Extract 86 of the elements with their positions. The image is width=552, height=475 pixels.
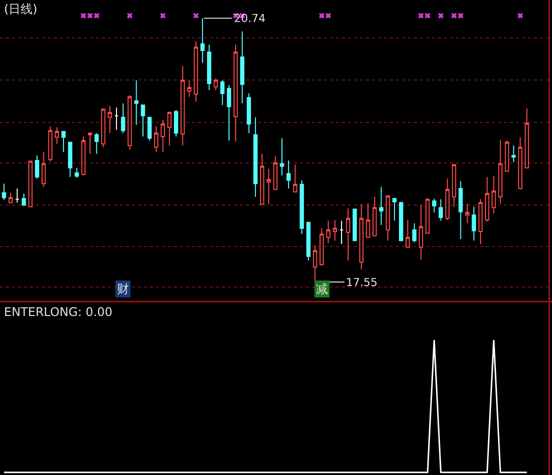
- candlestick: [352, 208, 357, 242]
- candlestick: [452, 164, 456, 208]
- candlestick: [128, 94, 132, 150]
- candlestick: [518, 136, 522, 190]
- candlestick: [406, 219, 410, 248]
- candlestick: [524, 108, 529, 168]
- candlestick: [154, 126, 158, 153]
- candlestick: [425, 198, 430, 234]
- candlestick: [300, 180, 304, 235]
- candlestick: [266, 168, 271, 205]
- candlestick: [511, 145, 516, 163]
- candlestick: [392, 198, 397, 222]
- candlestick: [478, 198, 483, 244]
- candlestick: [140, 104, 146, 137]
- candlestick: [61, 130, 66, 153]
- candlestick: [312, 245, 318, 283]
- chart-title: (日线): [4, 2, 38, 16]
- candlestick: [101, 108, 106, 148]
- candlestick: [253, 116, 258, 198]
- candlestick: [48, 126, 52, 162]
- candlestick: [8, 192, 13, 204]
- candlestick: [187, 80, 192, 98]
- candlestick: [418, 204, 424, 260]
- candlestick: [472, 206, 476, 242]
- candlestick: [465, 202, 470, 224]
- candlestick: [28, 160, 33, 208]
- candlestick: [34, 154, 40, 180]
- candlestick: [15, 188, 20, 204]
- candlestick: [260, 153, 264, 206]
- candlestick: [108, 105, 112, 134]
- candlestick: [220, 80, 225, 106]
- candlestick: [320, 228, 324, 266]
- candlestick: [134, 80, 138, 126]
- candlestick: [379, 186, 384, 226]
- candlestick: [81, 136, 86, 176]
- candlestick: [498, 139, 502, 204]
- candlestick: [214, 78, 218, 91]
- candlestick: [492, 176, 496, 214]
- candlestick: [346, 208, 350, 261]
- candlestick: [114, 107, 119, 130]
- candlestick: [42, 152, 46, 188]
- candlestick: [366, 202, 370, 238]
- candlestick: [306, 221, 311, 261]
- candlestick: [194, 40, 198, 102]
- candlestick: [273, 156, 278, 190]
- candlestick: [120, 102, 126, 134]
- candlestick: [412, 222, 416, 243]
- candlestick: [88, 132, 92, 154]
- candlestick: [54, 126, 60, 144]
- candlestick: [293, 164, 298, 192]
- candlestick: [2, 183, 6, 201]
- candlestick: [286, 160, 291, 190]
- candlestick: [246, 92, 251, 134]
- candlestick: [68, 142, 72, 178]
- candlestick: [398, 201, 404, 242]
- candlestick: [432, 198, 436, 214]
- annotation: 财: [117, 282, 129, 296]
- candlestick: [326, 220, 330, 244]
- candlestick: [339, 220, 344, 244]
- candlestick: [94, 132, 99, 154]
- candlestick: [504, 140, 510, 172]
- candlestick: [332, 219, 338, 242]
- candlestick: [74, 167, 79, 178]
- candlestick: [180, 66, 185, 146]
- candlestick: [207, 44, 212, 91]
- candlestick: [226, 84, 232, 142]
- candlestick: [280, 138, 284, 176]
- candlestick: [386, 194, 390, 242]
- annotation: 20.74: [234, 12, 266, 25]
- candlestick: [438, 198, 443, 222]
- candlestick: [167, 111, 172, 146]
- candlestick: [200, 18, 205, 64]
- chart-title: ENTERLONG: 0.00: [4, 305, 112, 319]
- annotation: 减: [316, 282, 328, 296]
- candlestick: [359, 204, 364, 270]
- annotation: 17.55: [346, 276, 378, 289]
- candlestick: [458, 180, 463, 240]
- candlestick: [485, 176, 490, 222]
- candlestick: [160, 119, 165, 153]
- candlestick: [445, 178, 450, 220]
- candlestick: [147, 116, 152, 142]
- candlestick: [22, 193, 26, 206]
- candlestick: [234, 44, 238, 142]
- candlestick: [372, 196, 377, 236]
- candlestick: [240, 30, 244, 104]
- candlestick: [174, 109, 178, 137]
